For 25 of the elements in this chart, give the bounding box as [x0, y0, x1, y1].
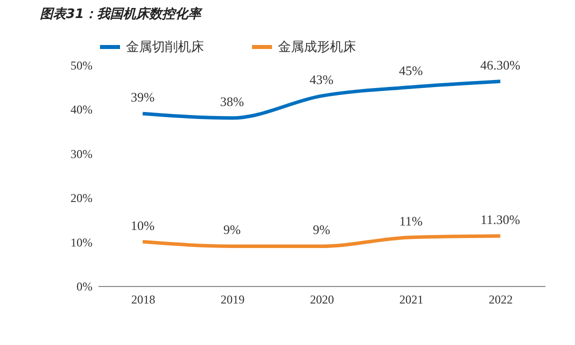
y-tick-label: 10%: [70, 235, 92, 250]
x-tick-label: 2021: [399, 292, 424, 306]
data-label: 45%: [398, 63, 423, 78]
y-tick-label: 40%: [70, 102, 92, 117]
x-tick-label: 2019: [220, 292, 245, 306]
legend-label: 金属切削机床: [126, 40, 204, 55]
chart-title: 图表31：我国机床数控化率: [40, 6, 204, 22]
y-tick-label: 30%: [70, 146, 92, 161]
data-label: 10%: [130, 218, 155, 233]
y-tick-label: 0%: [76, 280, 92, 294]
data-label: 43%: [310, 72, 334, 87]
data-label: 9%: [223, 222, 241, 238]
data-label: 11%: [399, 213, 423, 228]
data-label: 39%: [130, 90, 155, 105]
data-label: 9%: [312, 222, 330, 238]
line-series: [140, 234, 502, 248]
legend-label: 金属成形机床: [278, 40, 356, 55]
y-tick-label: 20%: [70, 191, 92, 206]
data-label: 46.30%: [480, 57, 521, 72]
y-tick-label: 50%: [70, 58, 92, 72]
x-tick-label: 2022: [488, 292, 513, 306]
x-tick-label: 2020: [310, 292, 334, 306]
x-tick-label: 2018: [131, 292, 156, 306]
data-label: 11.30%: [480, 212, 520, 228]
data-label: 38%: [220, 94, 244, 110]
